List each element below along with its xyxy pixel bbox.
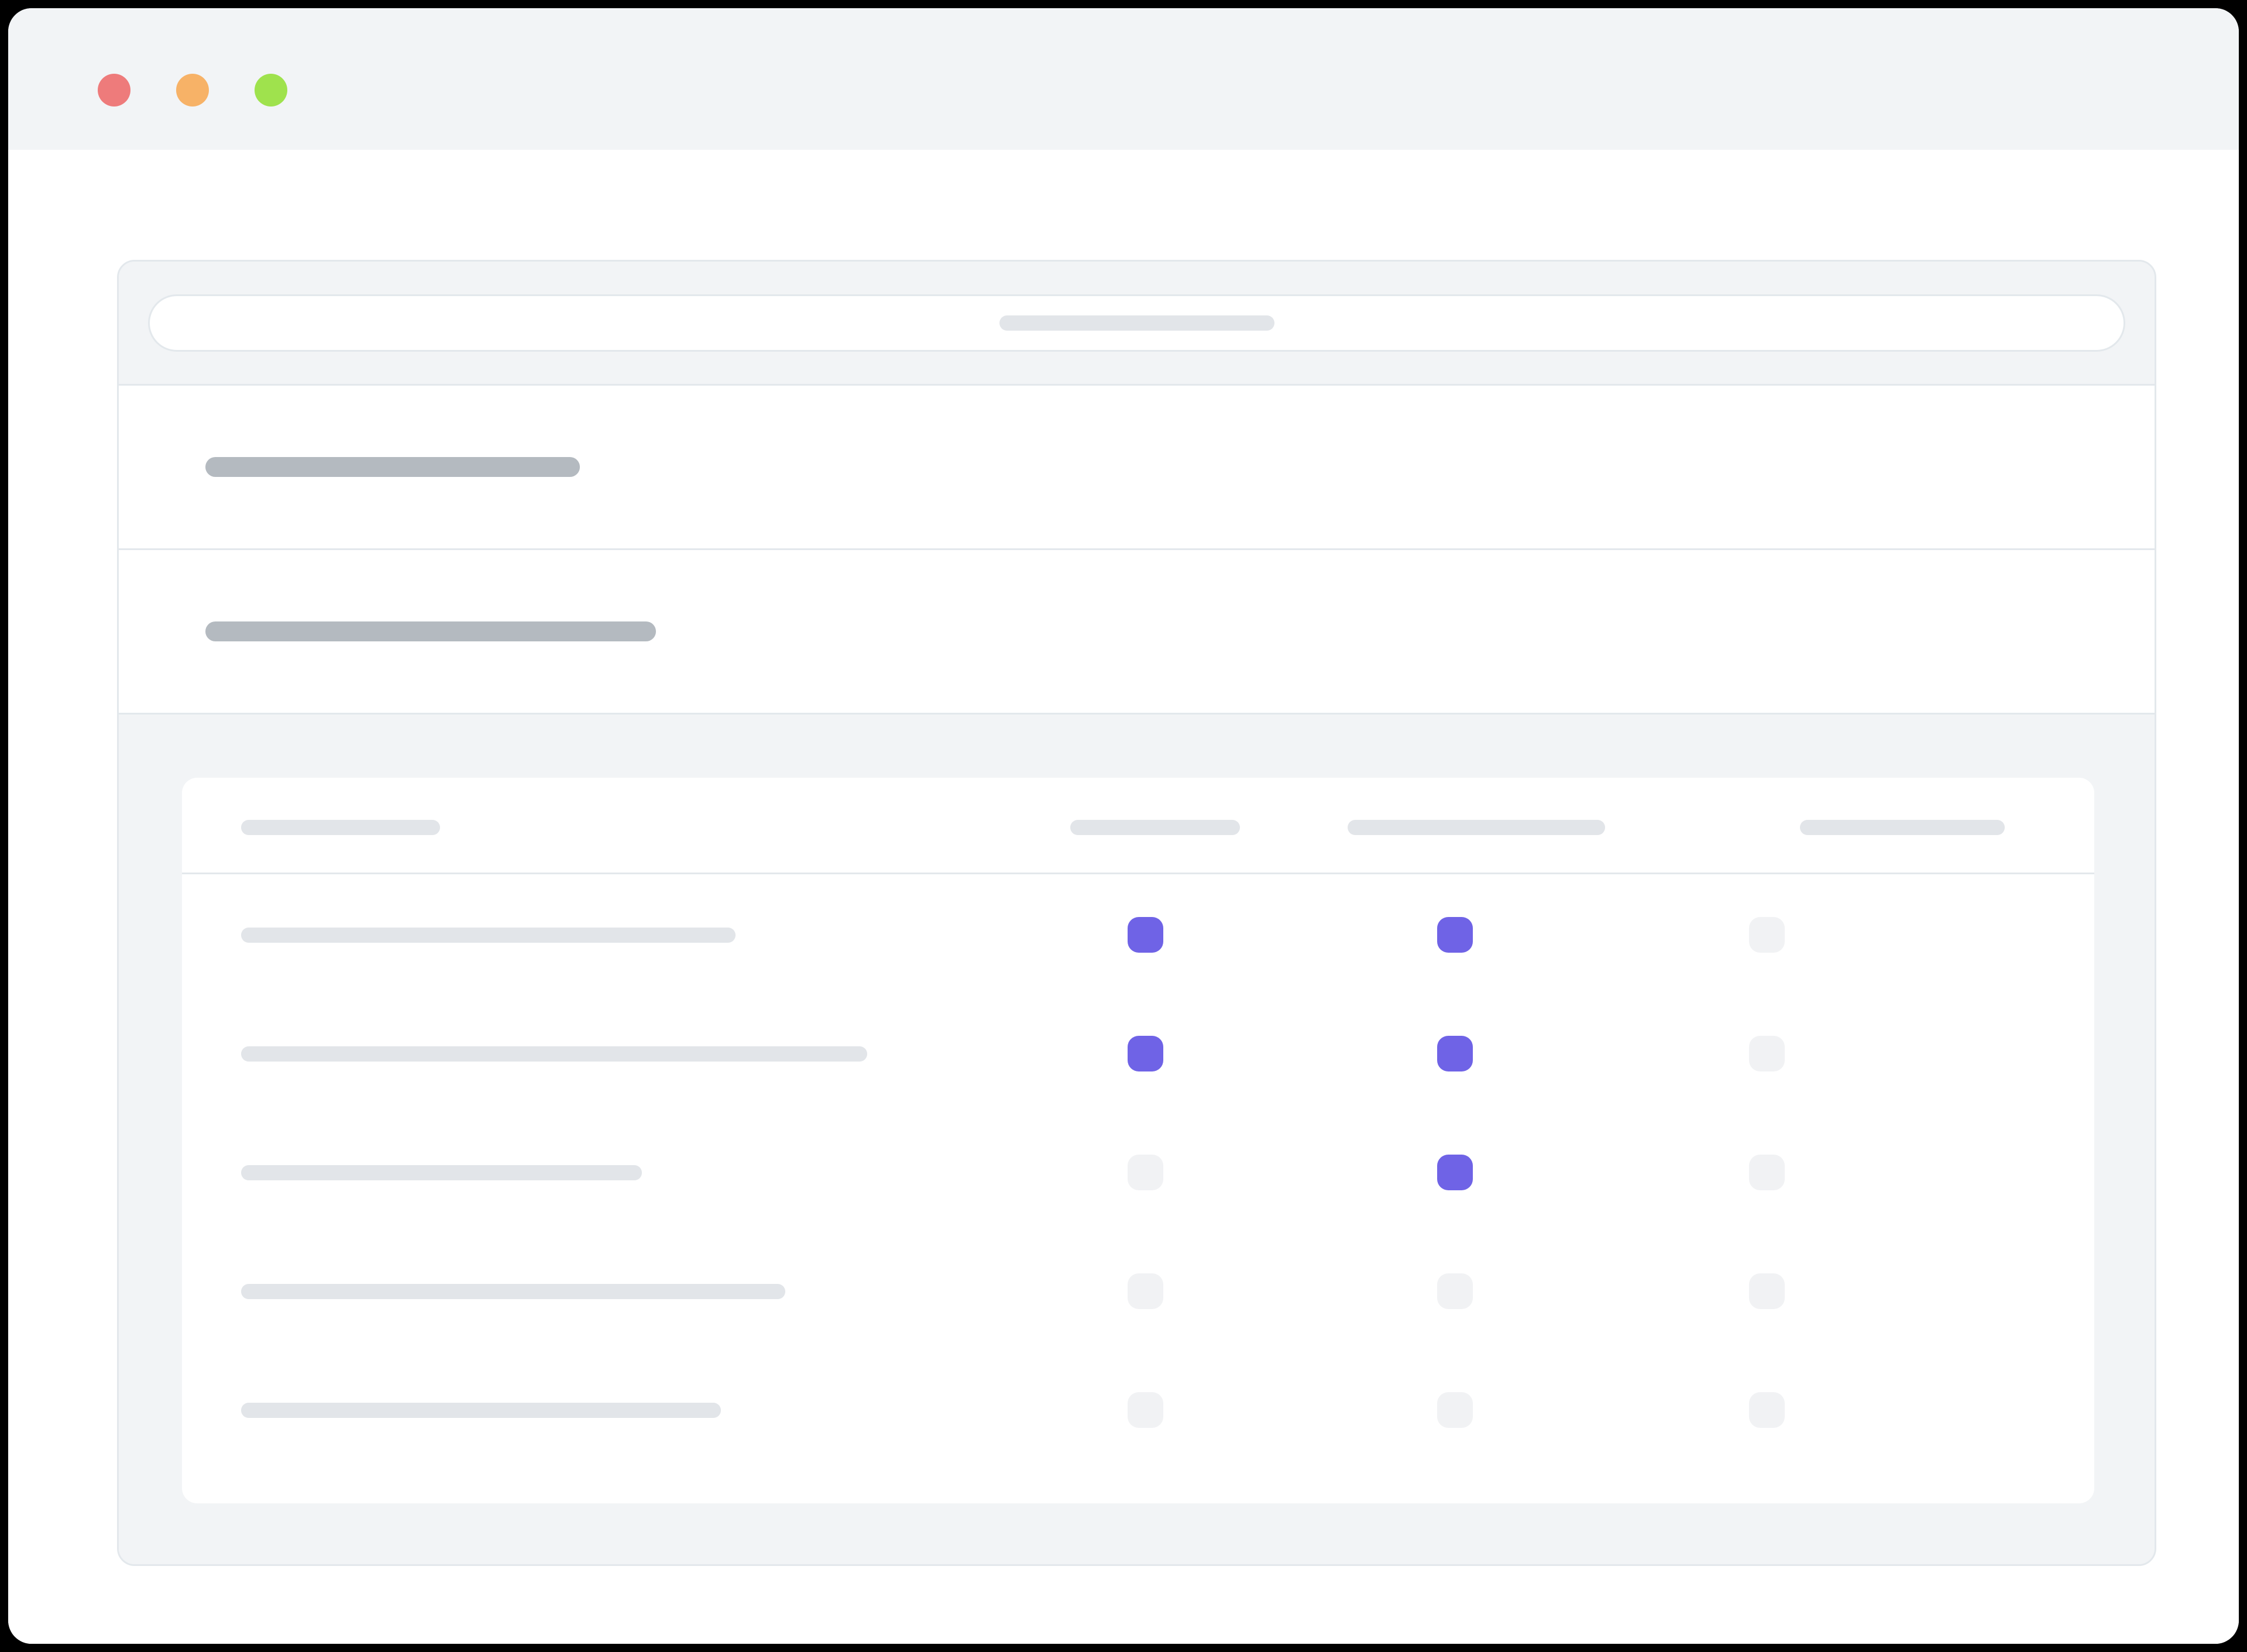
close-window-button[interactable] xyxy=(98,74,130,107)
row-checkbox[interactable] xyxy=(1128,1036,1163,1071)
table-row[interactable] xyxy=(182,993,2094,1112)
row-checkbox[interactable] xyxy=(1749,917,1785,953)
window-content xyxy=(8,150,2239,1644)
row-checkbox[interactable] xyxy=(1437,1036,1473,1071)
section-secondary-heading-skeleton xyxy=(205,621,656,641)
row-checkbox[interactable] xyxy=(1128,1155,1163,1190)
app-panel xyxy=(117,260,2156,1566)
table-row[interactable] xyxy=(182,1349,2094,1468)
row-label-skeleton xyxy=(241,928,736,943)
section-primary-heading-skeleton xyxy=(205,457,580,477)
row-checkbox[interactable] xyxy=(1749,1155,1785,1190)
data-table-card xyxy=(182,778,2094,1503)
search-input[interactable] xyxy=(148,294,2125,352)
column-header-label-skeleton[interactable] xyxy=(1070,820,1240,835)
row-checkbox[interactable] xyxy=(1437,917,1473,953)
table-row[interactable] xyxy=(182,1112,2094,1231)
row-checkbox[interactable] xyxy=(1749,1273,1785,1309)
section-primary xyxy=(119,386,2155,550)
minimize-window-button[interactable] xyxy=(176,74,209,107)
column-header-label-skeleton[interactable] xyxy=(1800,820,2005,835)
row-label-skeleton xyxy=(241,1046,867,1062)
row-checkbox[interactable] xyxy=(1437,1273,1473,1309)
row-checkbox[interactable] xyxy=(1749,1392,1785,1428)
row-checkbox[interactable] xyxy=(1128,1273,1163,1309)
app-window xyxy=(8,8,2239,1644)
window-titlebar xyxy=(8,8,2239,150)
row-checkbox[interactable] xyxy=(1437,1392,1473,1428)
window-controls xyxy=(98,74,287,107)
table-row[interactable] xyxy=(182,1231,2094,1349)
maximize-window-button[interactable] xyxy=(255,74,287,107)
toolbar xyxy=(119,262,2155,386)
column-header-label-skeleton[interactable] xyxy=(241,820,440,835)
table-body xyxy=(182,874,2094,1503)
row-checkbox[interactable] xyxy=(1128,1392,1163,1428)
row-label-skeleton xyxy=(241,1165,642,1180)
table-row[interactable] xyxy=(182,874,2094,993)
row-label-skeleton xyxy=(241,1284,785,1299)
search-placeholder-skeleton xyxy=(999,315,1274,331)
section-secondary xyxy=(119,550,2155,715)
row-checkbox[interactable] xyxy=(1128,917,1163,953)
row-checkbox[interactable] xyxy=(1749,1036,1785,1071)
row-label-skeleton xyxy=(241,1403,721,1418)
table-header-row xyxy=(182,778,2094,874)
column-header-label-skeleton[interactable] xyxy=(1348,820,1605,835)
row-checkbox[interactable] xyxy=(1437,1155,1473,1190)
table-region xyxy=(119,715,2155,1564)
